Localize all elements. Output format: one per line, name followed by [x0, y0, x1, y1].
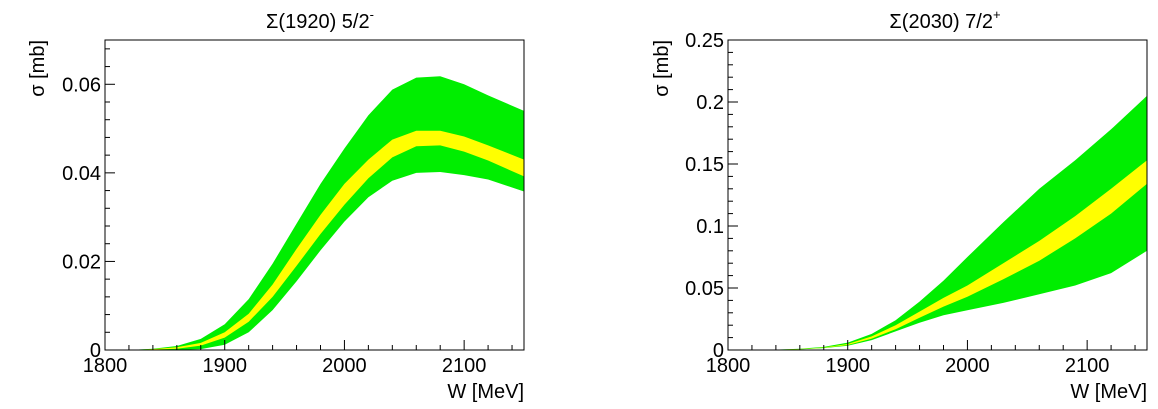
- panel-title-main: Σ(2030) 7/2: [889, 11, 993, 33]
- panel-title: Σ(1920) 5/2-: [266, 7, 374, 33]
- y-tick-label: 0: [713, 340, 724, 362]
- x-tick-label: 2000: [322, 355, 367, 377]
- y-axis-title: σ [mb]: [27, 40, 49, 97]
- y-tick-label: 0.25: [685, 30, 724, 52]
- panel-title: Σ(2030) 7/2+: [889, 7, 1000, 33]
- x-tick-label: 1900: [202, 355, 247, 377]
- x-tick-label: 2100: [1065, 355, 1110, 377]
- x-tick-label: 2100: [442, 355, 487, 377]
- plot-frame: [727, 39, 1148, 351]
- y-tick-label: 0.04: [62, 163, 101, 185]
- y-tick-label: 0.05: [685, 278, 724, 300]
- outer-band-area: [751, 95, 1147, 350]
- panel-sigma-2030: 1800 1900 2000 2100 0 0.05 0.1 0.15 0.2 0.25 W [Me…: [651, 7, 1148, 403]
- y-tick-label: 0.15: [685, 154, 724, 176]
- panel-sigma-1920: 1800 1900 2000 2100 0 0.02 0.04 0.06 W [MeV] σ [m…: [27, 7, 525, 403]
- y-tick-label: 0.2: [696, 92, 724, 114]
- panel-title-superscript: +: [993, 7, 1001, 22]
- x-axis-title: W [MeV]: [1070, 381, 1147, 403]
- plot-frame: [104, 39, 525, 351]
- x-tick-label: 1800: [706, 355, 751, 377]
- x-tick-label: 2000: [945, 355, 990, 377]
- y-tick-label: 0.06: [62, 74, 101, 96]
- y-tick-label: 0.02: [62, 251, 101, 273]
- x-axis-title: W [MeV]: [447, 381, 524, 403]
- y-tick-label: 0.1: [696, 216, 724, 238]
- panel-title-superscript: -: [370, 7, 374, 22]
- x-tick-label: 1800: [83, 355, 128, 377]
- inner-band-area: [128, 130, 524, 350]
- panel-title-main: Σ(1920) 5/2: [266, 11, 370, 33]
- x-tick-label: 1900: [825, 355, 870, 377]
- y-tick-label: 0: [90, 340, 101, 362]
- y-axis-title: σ [mb]: [651, 40, 673, 97]
